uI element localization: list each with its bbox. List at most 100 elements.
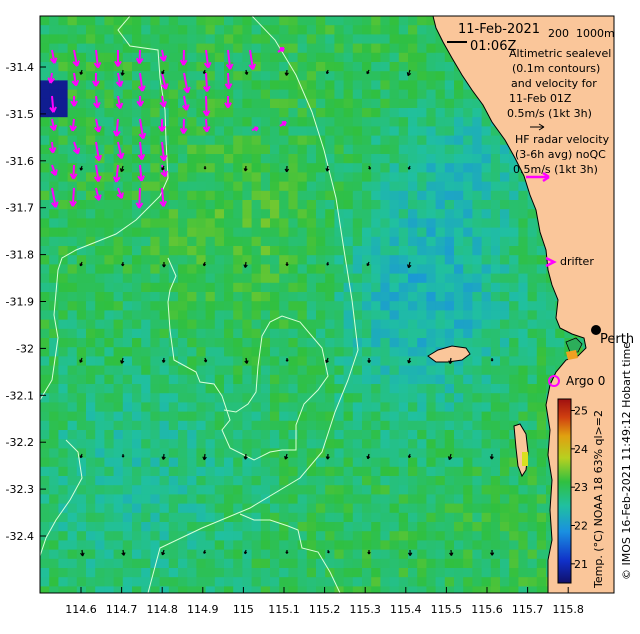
sst-cell <box>343 200 354 210</box>
sst-cell <box>518 328 529 339</box>
sst-cell <box>325 540 335 551</box>
sst-cell <box>242 476 253 486</box>
sst-cell <box>214 108 225 118</box>
sst-cell <box>536 512 547 523</box>
sst-cell <box>196 393 207 403</box>
sst-cell <box>76 466 87 477</box>
sst-cell <box>141 531 151 541</box>
sst-cell <box>518 264 529 275</box>
sst-cell <box>417 282 427 293</box>
swan-river <box>565 337 583 353</box>
altimetry-vector <box>202 453 207 461</box>
sst-cell <box>398 356 409 367</box>
sst-cell <box>104 190 115 201</box>
sst-cell <box>490 448 501 459</box>
sst-cell <box>380 43 391 54</box>
sst-cell <box>362 80 372 91</box>
sst-cell <box>490 457 501 468</box>
sst-cell <box>472 512 483 523</box>
sst-cell <box>86 292 96 302</box>
sst-cell <box>141 34 151 45</box>
sst-cell <box>417 457 427 468</box>
sst-cell <box>288 172 299 183</box>
sst-cell <box>380 503 391 514</box>
sst-cell <box>205 476 216 486</box>
sst-cell <box>95 301 105 311</box>
sst-cell <box>362 310 372 321</box>
sst-cell <box>481 246 492 256</box>
sst-cell <box>362 301 372 311</box>
sst-cell <box>334 52 345 63</box>
sst-cell <box>297 43 308 54</box>
sst-cell <box>297 264 308 275</box>
sst-cell <box>389 227 400 238</box>
sst-cell <box>334 476 345 486</box>
sst-cell <box>417 172 427 183</box>
sst-cell <box>325 310 335 321</box>
hf-legend-line-3: 0.5m/s (1kt 3h) <box>513 163 598 176</box>
sst-cell <box>260 98 271 109</box>
sst-cell <box>417 62 427 72</box>
sst-cell <box>297 163 308 173</box>
sst-cell <box>362 374 372 385</box>
sst-cell <box>67 457 78 468</box>
sst-cell <box>371 209 381 219</box>
sst-cell <box>362 98 372 109</box>
hf-vector <box>138 72 146 92</box>
sst-cell <box>205 402 216 413</box>
sst-cell <box>444 62 455 72</box>
sst-cell <box>132 356 142 367</box>
sst-cell <box>187 34 197 45</box>
sst-cell <box>417 512 427 523</box>
sst-cell <box>58 347 69 357</box>
sst-cell <box>288 154 299 164</box>
sst-cell <box>279 374 289 385</box>
sst-cell <box>76 301 87 311</box>
sst-cell <box>435 411 446 422</box>
sst-cell <box>334 356 345 367</box>
sst-cell <box>454 246 464 256</box>
sst-cell <box>509 209 519 219</box>
sst-cell <box>86 540 96 551</box>
sst-cell <box>233 16 243 26</box>
sst-cell <box>49 577 59 587</box>
sst-cell <box>224 117 234 127</box>
sst-cell <box>159 236 170 247</box>
sst-cell <box>67 108 78 118</box>
sst-cell <box>132 374 142 385</box>
sst-cell <box>389 117 400 127</box>
sst-cell <box>536 292 547 302</box>
sst-cell <box>481 503 492 514</box>
sst-cell <box>132 273 142 284</box>
sst-cell <box>168 503 179 514</box>
sst-cell <box>224 420 234 431</box>
sst-cell <box>49 273 59 284</box>
sst-cell <box>472 218 483 229</box>
sst-cell <box>86 402 96 413</box>
sst-cell <box>380 568 391 578</box>
sst-cell <box>113 301 124 311</box>
sst-cell <box>214 255 225 265</box>
sst-cell <box>251 485 262 495</box>
sst-cell <box>242 218 253 229</box>
sst-cell <box>224 430 234 440</box>
sst-cell <box>288 301 299 311</box>
sst-cell <box>527 466 538 477</box>
sst-cell <box>104 356 115 367</box>
sst-cell <box>205 430 216 440</box>
sst-cell <box>86 154 96 164</box>
sst-cell <box>454 531 464 541</box>
sst-cell <box>509 264 519 275</box>
sst-cell <box>527 485 538 495</box>
sst-cell <box>150 549 161 560</box>
sst-cell <box>444 154 455 164</box>
sst-cell <box>178 209 188 219</box>
sst-cell <box>86 457 96 468</box>
hf-vector <box>279 121 287 127</box>
sst-cell <box>371 144 381 155</box>
sst-cell <box>86 227 96 238</box>
sst-cell <box>380 117 391 127</box>
sst-cell <box>150 586 161 593</box>
sst-cell <box>242 246 253 256</box>
sst-cell <box>398 282 409 293</box>
